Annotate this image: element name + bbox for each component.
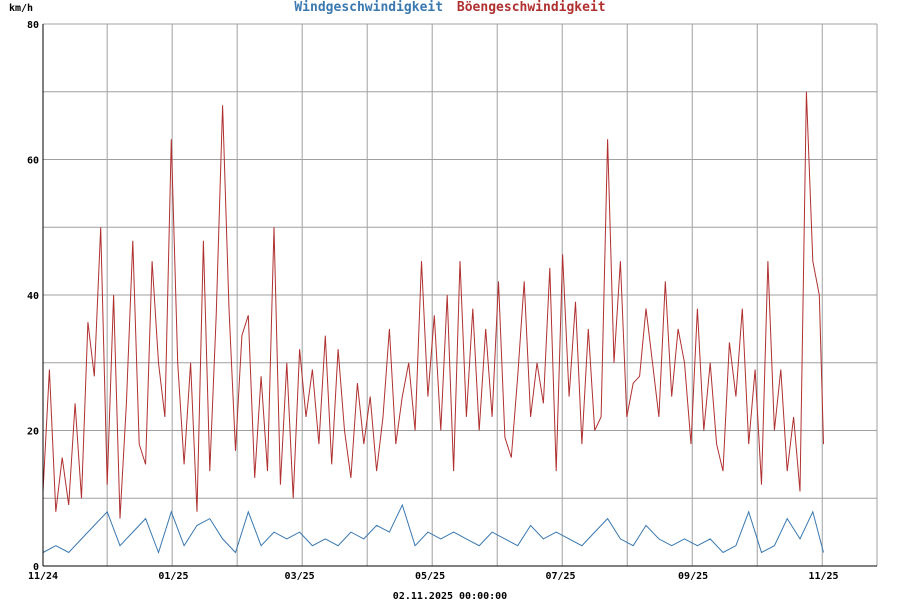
x-tick-label: 09/25 [678,571,708,582]
y-axis-label: km/h [9,3,33,14]
y-tick-label: 40 [27,291,39,302]
y-tick-label: 60 [27,156,39,167]
series-lines [42,91,824,555]
footer-timestamp: 02.11.2025 00:00:00 [393,591,507,600]
x-tick-label: 11/25 [808,571,838,582]
chart-title: Windgeschwindigkeit Böengeschwindigkeit [294,0,605,15]
y-tick-label: 20 [27,427,39,438]
title-wind: Windgeschwindigkeit [294,0,443,15]
series-line-wind [42,503,824,555]
y-tick-label: 80 [27,20,39,31]
title-gust: Böengeschwindigkeit [457,0,606,15]
x-tick-label: 05/25 [415,571,445,582]
y-tick-label: 0 [33,562,39,573]
grid [43,23,878,566]
x-tick-label: 07/25 [545,571,575,582]
x-tick-label: 11/24 [28,571,58,582]
x-tick-label: 01/25 [158,571,188,582]
series-line-gust [42,91,824,519]
tick-labels: 0 20 40 60 80 11/24 01/25 03/25 05/25 07/25 09/25 1… [27,20,839,582]
x-tick-label: 03/25 [285,571,315,582]
axes [42,24,877,567]
